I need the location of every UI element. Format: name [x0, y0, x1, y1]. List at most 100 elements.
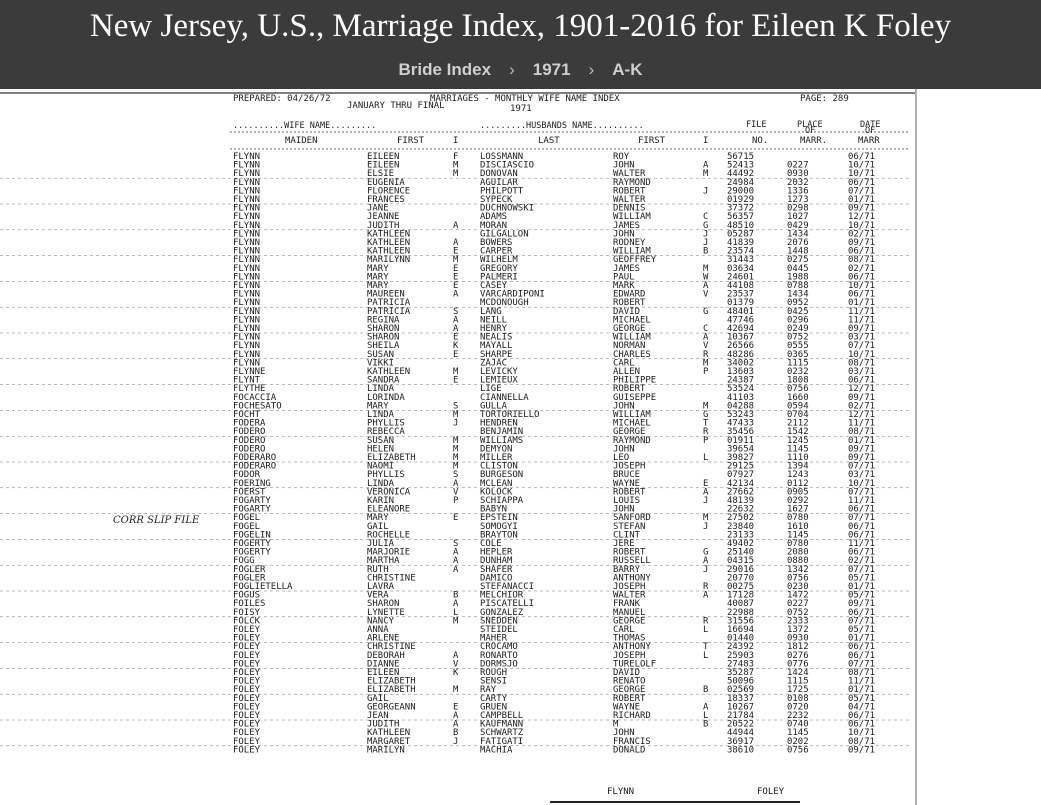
cell-place: 1472: [787, 591, 809, 601]
cell-date: 08/71: [848, 358, 875, 368]
cell-file-no: 38610: [727, 745, 754, 755]
cell-last: BENJAMIN: [480, 427, 523, 437]
cell-initial: E: [453, 281, 458, 291]
cell-first: ELIZABETH: [367, 453, 416, 463]
table-row: FOGEL GAIL SOMOGYI STEFAN J 23840 1610 06/71: [233, 522, 875, 532]
cell-husband-first: EDWARD: [613, 290, 645, 300]
cell-place: 1336: [787, 186, 809, 196]
breadcrumb: Bride Index › 1971 › A-K: [0, 60, 1041, 80]
cell-first: MAUREEN: [367, 290, 405, 300]
table-row: FOLEY DEBORAH A RONARTO JOSEPH L 25903 0276 06/7…: [233, 651, 875, 661]
cell-place: 0112: [787, 479, 809, 489]
cell-first: SANDRA: [367, 376, 400, 386]
cell-last: SCHIAPPA: [480, 496, 524, 506]
table-row: FOERST VERONICA V KOLOCK ROBERT A 27662 0905 07/…: [233, 487, 875, 497]
cell-initial: K: [453, 668, 459, 678]
cell-initial: A: [453, 565, 459, 575]
table-row: FODERARO NAOMI M CLISTON JOSEPH 29125 1394 07/7…: [233, 462, 875, 472]
cell-initial: A: [453, 290, 459, 300]
breadcrumb-bride-index[interactable]: Bride Index: [398, 60, 492, 79]
cell-place: 2032: [787, 178, 809, 188]
cell-husband-first: RAYMOND: [613, 178, 651, 188]
cell-place: 0202: [787, 737, 809, 747]
cell-date: 10/71: [848, 169, 875, 179]
cell-maiden: FLYNN: [233, 350, 260, 360]
table-row: FLYNN PATRICIA S LANG DAVID G 48401 0425 11/71: [233, 307, 875, 317]
cell-first: KATHLEEN: [367, 238, 410, 248]
table-row: FOLEY ELIZABETH M RAY GEORGE B 02569 1725 01/71: [0, 685, 912, 695]
cell-file-no: 22632: [727, 505, 754, 515]
cell-place: 0905: [787, 487, 809, 497]
cell-maiden: FOLEY: [233, 625, 261, 635]
chevron-right-icon: ›: [509, 60, 515, 79]
cell-initial: E: [453, 350, 458, 360]
cell-initial: F: [453, 152, 458, 162]
cell-date: 07/71: [848, 487, 875, 497]
cell-first: ANNA: [367, 625, 389, 635]
report-title: MARRIAGES - MONTHLY WIFE NAME INDEX: [430, 94, 620, 104]
cell-husband-initial: R: [703, 427, 709, 437]
document-image[interactable]: PREPARED: 04/26/72 MARRIAGES - MONTHLY W…: [0, 89, 1041, 805]
table-row: FLYNN KATHLEEN GILGALLON JOHN J 05287 1434 02/7…: [233, 229, 875, 239]
cell-husband-first: ROBERT: [613, 487, 645, 497]
breadcrumb-year[interactable]: 1971: [532, 60, 571, 79]
cell-first: NAOMI: [367, 462, 394, 472]
breadcrumb-range[interactable]: A-K: [612, 60, 643, 79]
cell-date: 01/71: [848, 582, 875, 592]
cell-place: 0930: [787, 634, 809, 644]
cell-first: GAIL: [367, 694, 389, 704]
cell-last: MCLEAN: [480, 479, 512, 489]
cell-place: 1145: [787, 444, 809, 454]
cell-file-no: 44944: [727, 728, 754, 738]
cell-file-no: 56357: [727, 212, 754, 222]
table-row: FOGEL MARY E EPSTEIN SANFORD M 27502 0780 07/71: [233, 513, 875, 523]
cell-date: 03/71: [848, 367, 875, 377]
cell-first: CHRISTINE: [367, 573, 416, 583]
cell-husband-first: WAYNE: [613, 479, 640, 489]
cell-husband-first: JOSEPH: [613, 651, 645, 661]
cell-place: 1988: [787, 272, 809, 282]
col-file-no: NO.: [752, 136, 768, 146]
table-row: FLYNN MARY E GREGORY JAMES M 03634 0445 02/71: [233, 264, 875, 274]
cell-date: 06/71: [848, 548, 875, 558]
cell-date: 11/71: [848, 496, 875, 506]
cell-husband-initial: P: [703, 436, 708, 446]
cell-maiden: FLYNN: [233, 238, 260, 248]
cell-file-no: 40087: [727, 599, 754, 609]
cell-husband-first: JOSEPH: [613, 582, 645, 592]
cell-husband-first: FRANCIS: [613, 737, 651, 747]
cell-file-no: 20770: [727, 573, 754, 583]
cell-husband-initial: J: [703, 238, 708, 248]
cell-maiden: FOGELIN: [233, 530, 271, 540]
cell-last: STEIDEL: [480, 625, 518, 635]
cell-first: SUSAN: [367, 350, 394, 360]
cell-last: MCDONOUGH: [480, 298, 529, 308]
cell-file-no: 41839: [727, 238, 754, 248]
col-husband-first: FIRST: [638, 136, 666, 146]
cell-husband-first: WAYNE: [613, 702, 640, 712]
cell-last: ZAJAC: [480, 358, 507, 368]
cell-first: MARY: [367, 281, 389, 291]
cell-initial: E: [453, 272, 458, 282]
table-row: FOLEY ELIZABETH SENSI RENATO 50096 1115 11/71: [233, 677, 875, 687]
cell-file-no: 25903: [727, 651, 754, 661]
cell-last: ROUGH: [480, 668, 507, 678]
cell-husband-initial: V: [703, 290, 708, 300]
cell-husband-first: JOHN: [613, 728, 635, 738]
cell-husband-first: WILLIAM: [613, 212, 651, 222]
table-row: FLYNN JANE DUCHNOWSKI DENNIS 37372 0298 09/71: [233, 204, 875, 214]
cell-last: BABYN: [480, 505, 507, 515]
cell-place: 0445: [787, 264, 809, 274]
cell-place: 1610: [787, 522, 809, 532]
cell-husband-first: WILLIAM: [613, 247, 651, 257]
cell-first: KARIN: [367, 496, 394, 506]
cell-initial: A: [453, 315, 459, 325]
table-row: FOLEY MARILYN MACHIA DONALD 38610 0756 09/71: [233, 745, 875, 755]
cell-date: 10/71: [848, 221, 875, 231]
cell-husband-first: STEFAN: [613, 522, 645, 532]
cell-first: JUDITH: [367, 221, 399, 231]
cell-date: 06/71: [848, 376, 875, 386]
cell-date: 08/71: [848, 255, 875, 265]
table-row: FLYNN SHARON A HENRY GEORGE C 42694 0249 09/71: [0, 324, 912, 334]
table-row: FOLEY JUDITH A KAUFMANN M B 20522 0740 06/71: [233, 720, 875, 730]
